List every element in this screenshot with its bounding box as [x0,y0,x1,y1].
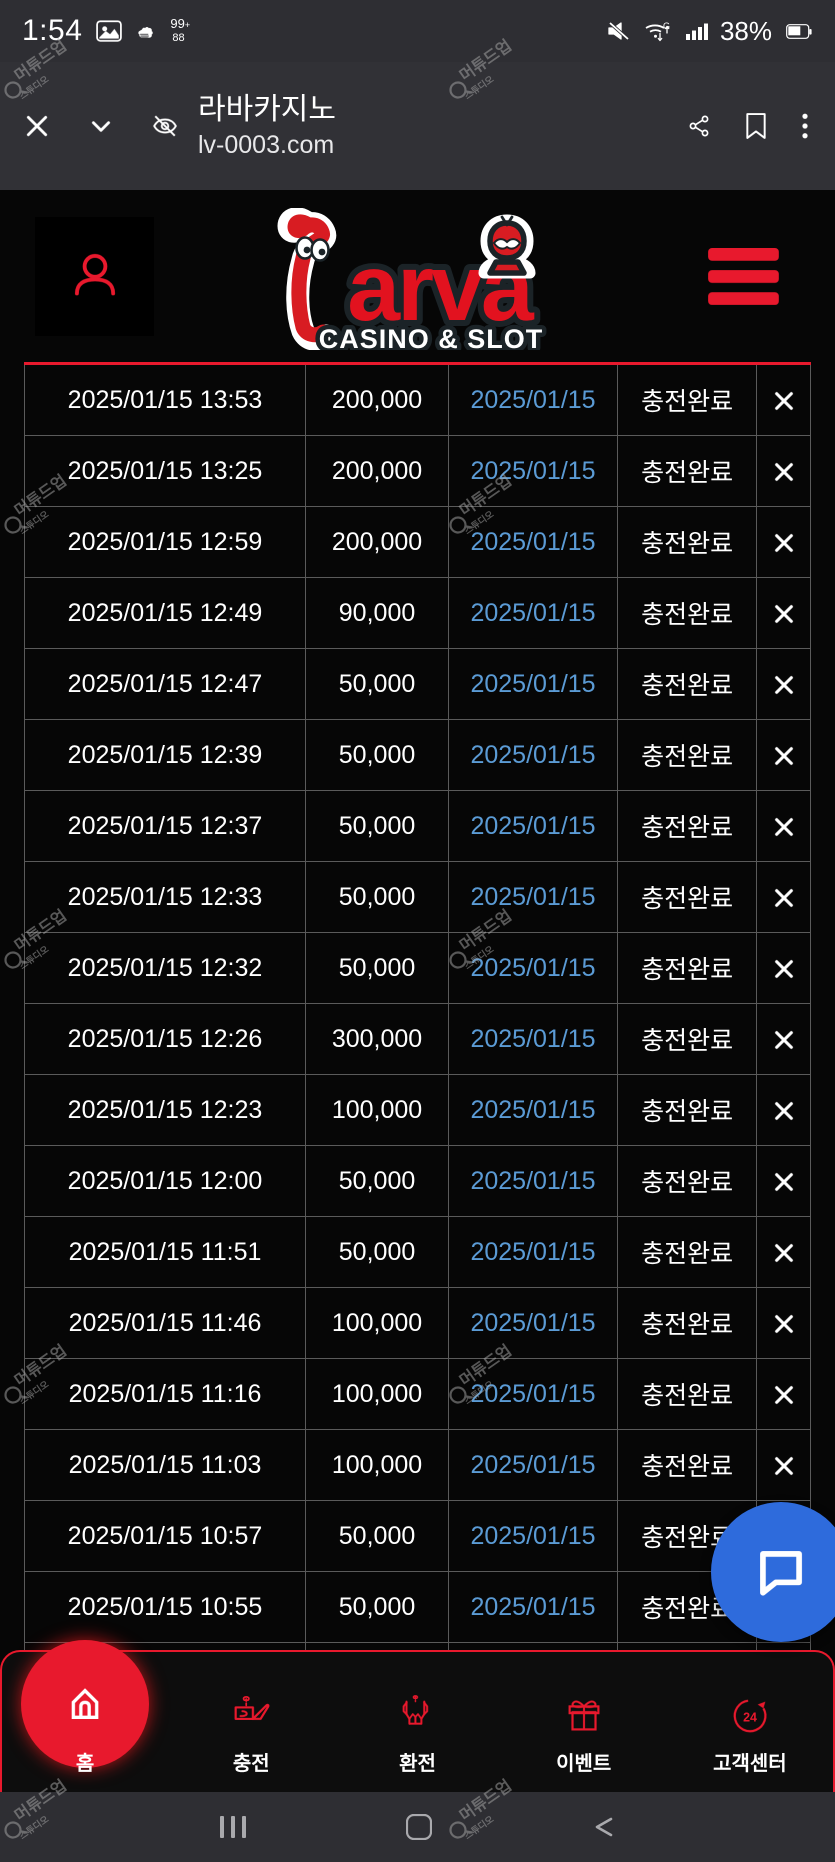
svg-text:24: 24 [743,1711,757,1725]
svg-text:CASINO & SLOT: CASINO & SLOT [319,324,544,350]
